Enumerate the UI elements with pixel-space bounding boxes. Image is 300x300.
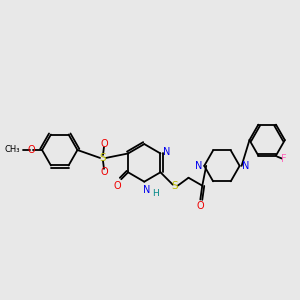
Text: O: O — [100, 139, 108, 149]
Text: F: F — [281, 154, 287, 164]
Text: N: N — [195, 161, 202, 171]
Text: S: S — [100, 153, 106, 163]
Text: O: O — [100, 167, 108, 177]
Text: N: N — [242, 161, 249, 171]
Text: N: N — [163, 148, 170, 158]
Text: O: O — [196, 202, 204, 212]
Text: O: O — [27, 145, 35, 155]
Text: N: N — [142, 184, 150, 195]
Text: CH₃: CH₃ — [5, 146, 20, 154]
Text: O: O — [113, 181, 121, 191]
Text: H: H — [152, 189, 158, 198]
Text: S: S — [171, 181, 178, 191]
